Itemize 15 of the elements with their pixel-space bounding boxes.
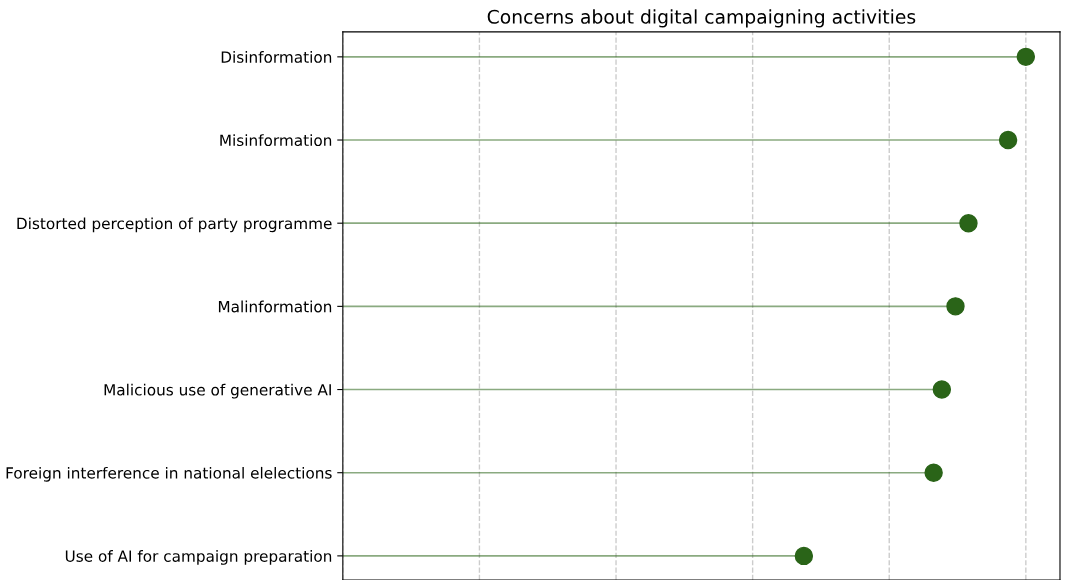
y-tick-label: Distorted perception of party programme — [17, 217, 332, 233]
point — [959, 213, 978, 233]
point — [1016, 47, 1036, 67]
chart-title: Concerns about digital campaigning activities — [487, 9, 916, 28]
y-tick-label: Misinformation — [220, 134, 332, 147]
point — [932, 380, 952, 399]
y-tick-label: Malinformation — [218, 300, 332, 313]
point — [794, 546, 814, 566]
y-tick-label: Foreign interference in national elelections — [6, 466, 332, 482]
point — [998, 130, 1018, 150]
y-tick-label: Malicious use of generative AI — [104, 383, 331, 399]
y-tick-label: Use of AI for campaign preparation — [65, 550, 332, 565]
point — [946, 297, 965, 316]
y-tick-label: Disinformation — [221, 51, 332, 63]
point — [924, 463, 943, 482]
